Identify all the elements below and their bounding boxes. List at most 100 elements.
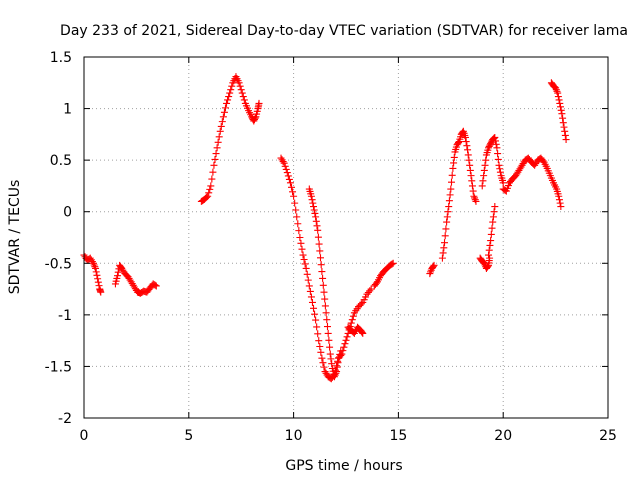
y-tick-label: -1 [58,308,72,324]
data-point [448,171,456,179]
data-point [97,288,105,296]
data-point [492,137,500,145]
data-point [315,337,323,345]
data-point [443,213,451,221]
data-point [491,133,499,141]
data-point [440,244,448,252]
x-tick-label: 25 [599,428,617,444]
data-point [309,199,317,207]
data-point [307,192,315,200]
data-point [204,192,212,200]
data-point [344,329,352,337]
series-s9 [438,127,480,262]
data-point [280,159,288,167]
data-point [91,263,99,271]
data-point [342,336,350,344]
data-point [304,276,312,284]
y-tick-label: 0 [63,205,72,221]
data-point [311,310,319,318]
data-point [212,150,220,158]
data-point [556,99,564,107]
data-point [316,254,324,262]
series-s12 [485,203,499,259]
data-point [300,256,308,264]
data-point [297,239,305,247]
data-point [214,138,222,146]
data-point [314,226,322,234]
data-point [494,150,502,158]
data-point [450,153,458,161]
data-point [464,151,472,159]
x-tick-label: 20 [494,428,512,444]
data-point [215,133,223,141]
data-point [559,114,567,122]
data-point [305,282,313,290]
data-point [463,142,471,150]
data-point [334,359,342,367]
x-axis-label: GPS time / hours [285,458,402,474]
data-point [320,363,328,371]
data-point [303,270,311,278]
data-point [447,185,455,193]
data-point [299,251,307,259]
data-point [487,237,495,245]
data-point [487,230,495,238]
x-tick-label: 0 [80,428,89,444]
data-point [285,175,293,183]
data-point [427,268,435,276]
series-s11 [478,133,507,190]
data-point [221,104,229,112]
data-point [467,172,475,180]
data-point [466,161,474,169]
data-point [228,82,236,90]
data-point [318,354,326,362]
data-point [330,373,338,381]
data-point [449,164,457,172]
data-point [464,146,472,154]
data-point [478,182,486,190]
axis-ticks: 0 5 10 15 20 25 -2 -1.5 -1 -0.5 0 0.5 1 1.5 [45,50,617,444]
data-point [489,218,497,226]
data-point [389,259,397,267]
data-point [308,298,316,306]
data-point [298,245,306,253]
data-point [314,330,322,338]
data-point [499,179,507,187]
data-point [321,302,329,310]
data-point [92,264,100,272]
data-point [328,360,336,368]
data-point [556,199,564,207]
data-point [561,131,569,139]
data-point [479,177,487,185]
data-point [555,96,563,104]
data-point [484,262,492,270]
data-point [454,139,462,147]
data-point [283,169,291,177]
data-point [359,329,367,337]
data-point [95,282,103,290]
data-point [339,347,347,355]
data-point [320,288,328,296]
data-point [388,260,396,268]
data-point [238,89,246,97]
data-point [496,168,504,176]
data-point [312,316,320,324]
data-point [471,196,479,204]
series-s6 [344,323,367,337]
data-point [310,206,318,214]
data-point [323,323,331,331]
data-point [290,192,298,200]
series-s13 [499,154,565,211]
data-point [251,114,259,122]
data-point [310,203,318,211]
data-point [447,178,455,186]
grid [84,57,608,418]
data-point [308,196,316,204]
data-point [210,161,218,169]
data-point [327,355,335,363]
data-point [488,224,496,232]
data-point [490,208,498,216]
data-point [315,240,323,248]
data-point [152,282,160,290]
data-point [114,272,122,280]
